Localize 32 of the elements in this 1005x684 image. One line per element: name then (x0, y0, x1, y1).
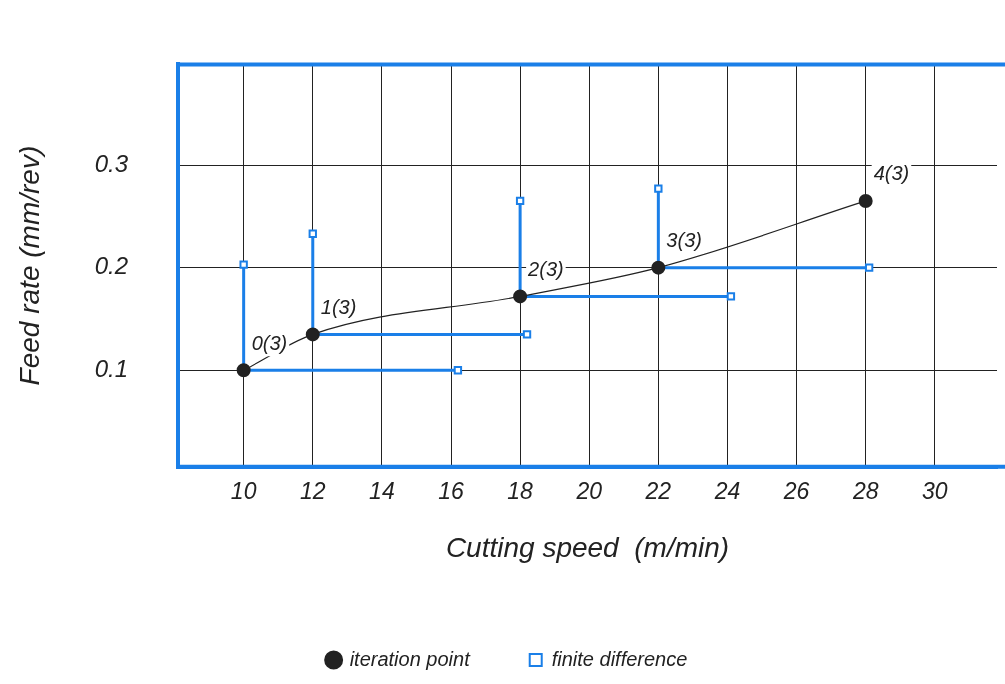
point (522, 330, 532, 339)
annotation: 3(3) (666, 229, 702, 252)
x-tick-label: 12 (299, 477, 326, 504)
point (726, 292, 736, 301)
point (864, 263, 874, 272)
annotation: 0(3) (251, 331, 288, 354)
x-tick-label: 22 (644, 477, 672, 504)
point (239, 260, 248, 269)
annotation: 2(3) (527, 257, 564, 280)
x-tick-label: 10 (230, 477, 257, 504)
y-axis-title: Feed rate (mm/rev) (13, 145, 45, 386)
legend-label: finite difference (551, 647, 688, 670)
legend-label: iteration point (349, 647, 472, 670)
point (858, 193, 873, 208)
point (453, 366, 463, 375)
x-tick-label: 20 (575, 477, 603, 504)
y-tick-label: 0.1 (94, 354, 128, 382)
x-tick-label: 18 (507, 477, 534, 504)
x-tick-label: 14 (369, 477, 395, 504)
x-tick-label: 26 (782, 477, 810, 504)
x-tick-label: 30 (922, 477, 948, 504)
annotation: 4(3) (873, 162, 910, 185)
point (515, 196, 525, 206)
x-tick-label: 16 (438, 477, 464, 504)
x-axis-title: Cutting speed (m/min) (445, 532, 730, 563)
point (308, 229, 317, 238)
annotation: 1(3) (320, 295, 357, 318)
point (654, 184, 663, 193)
x-tick-label: 28 (851, 477, 879, 504)
x-tick-label: 24 (713, 477, 741, 504)
y-tick-label: 0.2 (94, 252, 128, 280)
y-tick-label: 0.3 (94, 149, 129, 177)
